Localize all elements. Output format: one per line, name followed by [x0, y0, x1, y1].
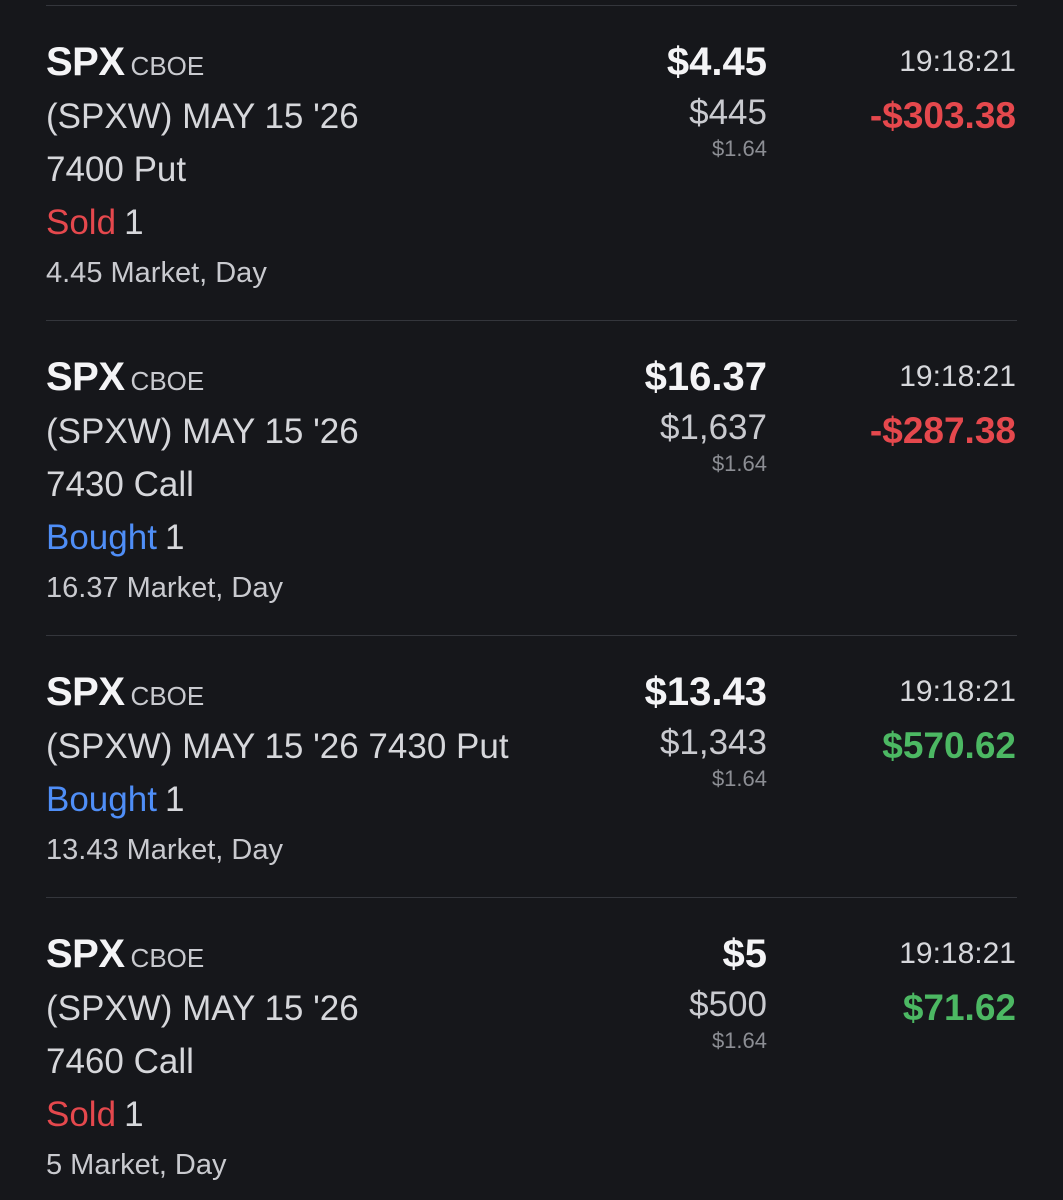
- order-status-column: 19:18:21 -$303.38: [870, 34, 1016, 142]
- row-divider: [46, 320, 1017, 321]
- order-exchange: CBOE: [130, 51, 205, 81]
- order-description-line2: 7430 Call: [46, 465, 194, 504]
- order-total: $1,343: [659, 723, 767, 762]
- order-pnl: -$287.38: [869, 410, 1016, 451]
- order-description: (SPXW) MAY 15 '26: [46, 989, 359, 1028]
- order-symbol: SPX: [46, 355, 125, 399]
- order-symbol: SPX: [46, 40, 125, 84]
- order-quantity: 1: [164, 518, 185, 557]
- order-time: 19:18:21: [899, 360, 1016, 393]
- order-fee: $1.64: [711, 1028, 767, 1053]
- order-detail: 4.45 Market, Day: [46, 257, 267, 289]
- row-divider: [46, 635, 1017, 636]
- order-total: $445: [689, 93, 767, 132]
- order-info: SPX CBOE (SPXW) MAY 15 '26 7460 Call Sold…: [46, 926, 606, 1189]
- order-price-column: $5 $500 $1.64: [689, 926, 767, 1054]
- order-total: $1,637: [659, 408, 767, 447]
- symbol-line: SPX CBOE: [46, 926, 606, 982]
- order-price: $4.45: [666, 40, 767, 84]
- order-description: (SPXW) MAY 15 '26: [46, 97, 359, 136]
- order-side: Sold: [46, 203, 117, 242]
- symbol-line: SPX CBOE: [46, 349, 606, 405]
- list-top-divider: [46, 5, 1017, 6]
- order-fee: $1.64: [711, 451, 767, 476]
- order-price: $5: [722, 932, 768, 976]
- order-side: Bought: [46, 780, 157, 819]
- order-side: Bought: [46, 518, 157, 557]
- order-detail: 13.43 Market, Day: [46, 834, 283, 866]
- order-exchange: CBOE: [130, 943, 205, 973]
- order-total: $500: [689, 985, 767, 1024]
- order-fee: $1.64: [711, 766, 767, 791]
- order-price-column: $4.45 $445 $1.64: [667, 34, 767, 162]
- order-description-line2: 7460 Call: [46, 1042, 194, 1081]
- order-description: (SPXW) MAY 15 '26 7430 Put: [46, 727, 509, 766]
- order-quantity: 1: [164, 780, 185, 819]
- order-side-line: Bought 1: [46, 773, 606, 826]
- order-description: (SPXW) MAY 15 '26: [46, 412, 359, 451]
- order-info: SPX CBOE (SPXW) MAY 15 '26 7430 Call Boug…: [46, 349, 606, 612]
- order-detail: 16.37 Market, Day: [46, 572, 283, 604]
- order-status-column: 19:18:21 -$287.38: [870, 349, 1016, 457]
- symbol-line: SPX CBOE: [46, 664, 606, 720]
- order-side-line: Bought 1: [46, 511, 606, 564]
- row-divider: [46, 897, 1017, 898]
- order-side-line: Sold 1: [46, 196, 606, 249]
- order-symbol: SPX: [46, 932, 125, 976]
- order-status-column: 19:18:21 $570.62: [882, 664, 1016, 772]
- order-pnl: -$303.38: [869, 95, 1016, 136]
- order-status-column: 19:18:21 $71.62: [899, 926, 1016, 1034]
- order-pnl: $570.62: [882, 725, 1016, 766]
- order-side-line: Sold 1: [46, 1088, 606, 1141]
- order-pnl: $71.62: [902, 987, 1016, 1028]
- order-price-column: $13.43 $1,343 $1.64: [645, 664, 767, 792]
- order-exchange: CBOE: [130, 366, 205, 396]
- order-price-column: $16.37 $1,637 $1.64: [645, 349, 767, 477]
- order-quantity: 1: [124, 1095, 144, 1134]
- symbol-line: SPX CBOE: [46, 34, 606, 90]
- order-info: SPX CBOE (SPXW) MAY 15 '26 7400 Put Sold 1…: [46, 34, 606, 297]
- order-detail: 5 Market, Day: [46, 1149, 227, 1181]
- order-time: 19:18:21: [899, 675, 1016, 708]
- order-description-line2: 7400 Put: [46, 150, 187, 189]
- order-price: $16.37: [644, 355, 767, 399]
- order-quantity: 1: [124, 203, 144, 242]
- order-time: 19:18:21: [899, 937, 1016, 970]
- order-price: $13.43: [644, 670, 767, 714]
- order-symbol: SPX: [46, 670, 125, 714]
- order-fee: $1.64: [711, 136, 767, 161]
- order-info: SPX CBOE (SPXW) MAY 15 '26 7430 Put Bough…: [46, 664, 606, 874]
- order-time: 19:18:21: [899, 45, 1016, 78]
- order-exchange: CBOE: [130, 681, 205, 711]
- order-side: Sold: [46, 1095, 117, 1134]
